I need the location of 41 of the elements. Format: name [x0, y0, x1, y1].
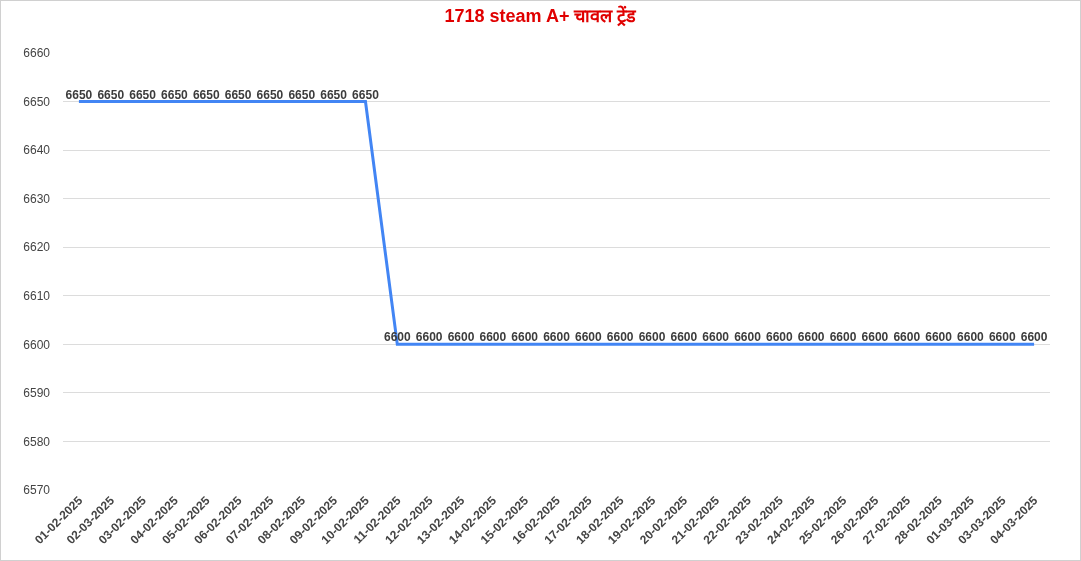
data-label: 6650	[352, 87, 380, 102]
y-tick-label: 6610	[23, 288, 51, 303]
data-label: 6600	[766, 330, 794, 345]
data-label: 6650	[256, 87, 284, 102]
chart-title: 1718 steam A+ चावल ट्रेंड	[444, 4, 638, 27]
data-label: 6650	[192, 87, 220, 102]
y-tick-label: 6580	[23, 434, 51, 449]
data-label: 6600	[606, 330, 634, 345]
y-tick-label: 6630	[23, 191, 51, 206]
y-tick-label: 6600	[23, 337, 51, 352]
data-label: 6600	[861, 330, 889, 345]
data-label: 6600	[797, 330, 825, 345]
data-label: 6600	[957, 330, 985, 345]
data-label: 6650	[224, 87, 252, 102]
y-tick-label: 6660	[23, 46, 51, 61]
data-label: 6600	[988, 330, 1016, 345]
data-label: 6600	[447, 330, 475, 345]
data-label: 6600	[479, 330, 507, 345]
data-label: 6600	[702, 330, 730, 345]
data-label: 6650	[288, 87, 316, 102]
data-label: 6650	[129, 87, 157, 102]
data-label: 6650	[65, 87, 93, 102]
data-label: 6650	[161, 87, 189, 102]
data-label: 6600	[574, 330, 603, 345]
data-label: 6600	[415, 330, 443, 345]
data-label: 6600	[543, 330, 571, 345]
data-label: 6600	[829, 330, 857, 345]
data-label: 6600	[638, 330, 666, 345]
data-label: 6600	[1020, 330, 1048, 345]
data-label: 6600	[925, 330, 953, 345]
data-label: 6650	[97, 87, 125, 102]
data-label: 6600	[511, 330, 539, 345]
y-tick-label: 6590	[23, 386, 51, 401]
y-tick-label: 6620	[23, 240, 51, 255]
data-label: 6650	[320, 87, 348, 102]
data-label: 6600	[893, 330, 921, 345]
y-tick-label: 6640	[23, 143, 51, 158]
y-tick-label: 6650	[23, 94, 51, 109]
data-label: 6600	[734, 330, 762, 345]
y-tick-label: 6570	[23, 483, 51, 498]
data-label: 6600	[670, 330, 698, 345]
